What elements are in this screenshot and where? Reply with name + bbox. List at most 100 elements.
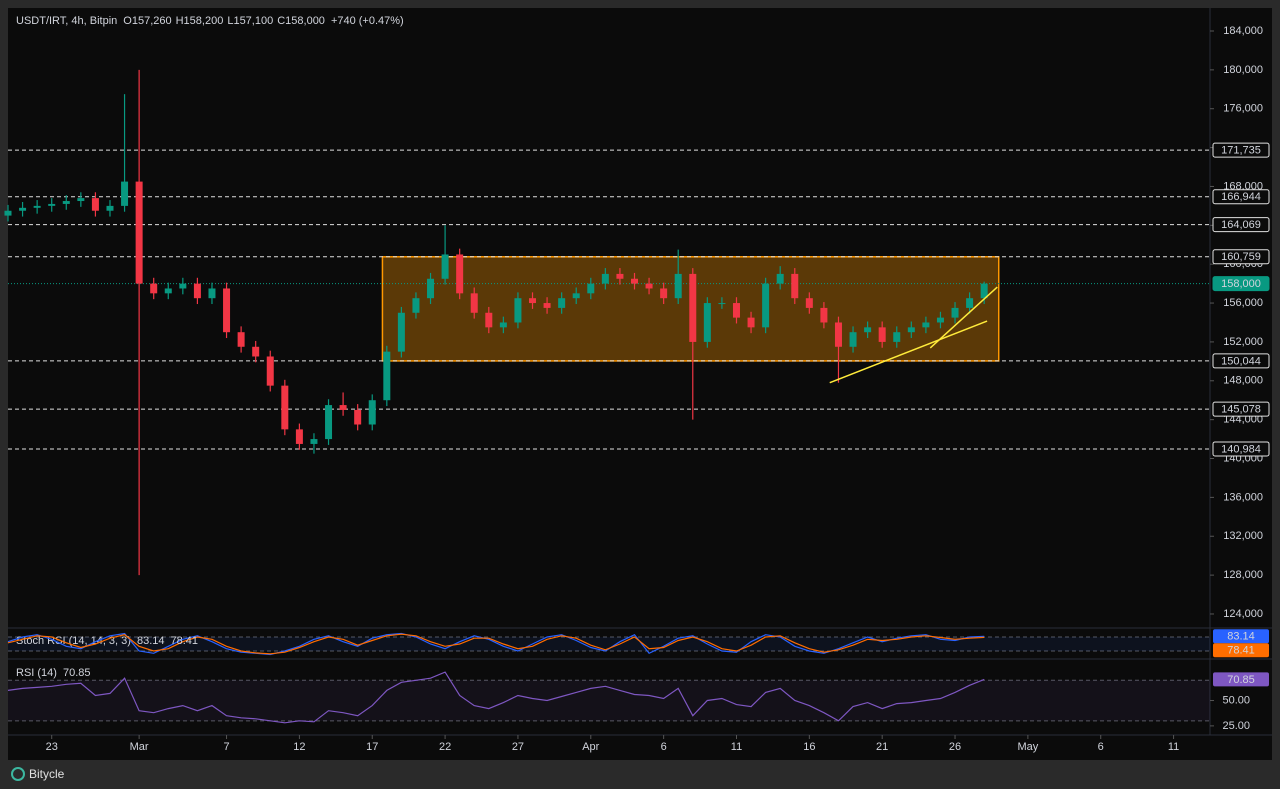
candle-body xyxy=(412,298,420,313)
ohlc-value: H158,200 xyxy=(176,15,224,27)
candle-body xyxy=(48,203,56,206)
trendline xyxy=(929,286,998,349)
candle-body xyxy=(179,283,187,289)
candle-body xyxy=(252,346,260,357)
x-tick-label: 11 xyxy=(731,741,742,753)
candle-body xyxy=(645,283,653,289)
current-price-label: 158,000 xyxy=(1221,278,1261,290)
candle-body xyxy=(980,283,988,299)
candle-body xyxy=(936,317,944,323)
candle-body xyxy=(4,210,12,216)
x-tick-label: 26 xyxy=(949,741,961,753)
indicator-value: 78.41 xyxy=(170,635,198,647)
candle-body xyxy=(91,198,99,211)
indicator-title: RSI (14) xyxy=(16,667,57,679)
candle-body xyxy=(339,405,347,410)
candle-body xyxy=(543,303,551,308)
level-label: 166,944 xyxy=(1221,191,1261,203)
indicator-value-box xyxy=(1213,672,1269,687)
candle-body xyxy=(849,332,857,347)
band-fill xyxy=(8,680,1210,721)
current-price-label-box xyxy=(1212,276,1270,292)
indicator-value: 83.14 xyxy=(137,635,165,647)
x-tick-label: 17 xyxy=(366,741,378,753)
candle-body xyxy=(106,205,114,211)
candle-body xyxy=(689,273,697,342)
y-tick-label: 124,000 xyxy=(1223,608,1263,620)
indicator-value-box xyxy=(1213,629,1269,644)
x-tick-label: 12 xyxy=(293,741,305,753)
candle-body xyxy=(922,322,930,328)
level-label-box xyxy=(1212,441,1270,457)
candle-body xyxy=(660,288,668,299)
ohlc-value: O157,260 xyxy=(123,15,171,27)
candle-body xyxy=(499,322,507,328)
x-tick-label: Mar xyxy=(130,741,149,753)
candle-body xyxy=(834,322,842,347)
level-label: 160,759 xyxy=(1221,251,1261,263)
candle-body xyxy=(805,298,813,308)
x-tick-label: 22 xyxy=(439,741,451,753)
indicator-value: 70.85 xyxy=(63,667,91,679)
x-tick-label: 23 xyxy=(46,741,58,753)
candle-body xyxy=(368,400,376,425)
trendline xyxy=(829,320,988,384)
candle-body xyxy=(121,181,129,206)
y-tick-label: 50.00 xyxy=(1222,694,1250,706)
candle-body xyxy=(878,327,886,342)
candle-body xyxy=(747,317,755,328)
candle-body xyxy=(514,298,522,323)
candle-body xyxy=(791,273,799,299)
level-label: 171,735 xyxy=(1221,145,1261,157)
indicator-value-label: 70.85 xyxy=(1227,674,1255,686)
level-label-box xyxy=(1212,249,1270,265)
indicator-line xyxy=(7,671,985,724)
candle-body xyxy=(907,327,915,333)
candle-body xyxy=(354,409,362,425)
candle-body xyxy=(485,312,493,328)
candle-body xyxy=(529,298,537,304)
candle-body xyxy=(150,283,158,294)
candle-body xyxy=(193,283,201,299)
indicator-value-label: 83.14 xyxy=(1227,631,1255,643)
candle-body xyxy=(718,303,726,305)
candle-body xyxy=(164,288,172,294)
candle-body xyxy=(397,312,405,352)
x-tick-label: May xyxy=(1017,741,1038,753)
candle-body xyxy=(208,288,216,299)
y-tick-label: 132,000 xyxy=(1223,530,1263,542)
y-tick-label: 176,000 xyxy=(1223,103,1263,115)
candle-body xyxy=(616,273,624,279)
level-label-box xyxy=(1212,401,1270,417)
candle-body xyxy=(135,181,143,284)
x-tick-label: 11 xyxy=(1168,741,1179,753)
candle-body xyxy=(266,356,274,386)
candle-body xyxy=(33,205,41,208)
level-label-box xyxy=(1212,353,1270,369)
candle-body xyxy=(572,293,580,299)
y-tick-label: 148,000 xyxy=(1223,375,1263,387)
candle-body xyxy=(820,307,828,323)
indicator-line xyxy=(7,632,985,656)
candle-body xyxy=(470,293,478,313)
candle-body xyxy=(427,278,435,299)
candle-body xyxy=(776,273,784,284)
level-label: 145,078 xyxy=(1221,404,1261,416)
candle-body xyxy=(601,273,609,284)
chart-background xyxy=(8,8,1272,760)
ohlc-value: C158,000 xyxy=(277,15,325,27)
y-tick-label: 152,000 xyxy=(1223,336,1263,348)
level-label-box xyxy=(1212,189,1270,205)
y-tick-label: 25.00 xyxy=(1222,720,1250,732)
candle-body xyxy=(864,327,872,333)
x-tick-label: 7 xyxy=(223,741,229,753)
candle-body xyxy=(703,303,711,342)
x-tick-label: 6 xyxy=(1098,741,1104,753)
level-label-box xyxy=(1212,217,1270,233)
candle-body xyxy=(558,298,566,308)
level-label-box xyxy=(1212,142,1270,158)
candle-body xyxy=(19,207,27,211)
y-tick-label: 180,000 xyxy=(1223,64,1263,76)
candle-body xyxy=(77,198,85,202)
y-tick-label: 128,000 xyxy=(1223,569,1263,581)
